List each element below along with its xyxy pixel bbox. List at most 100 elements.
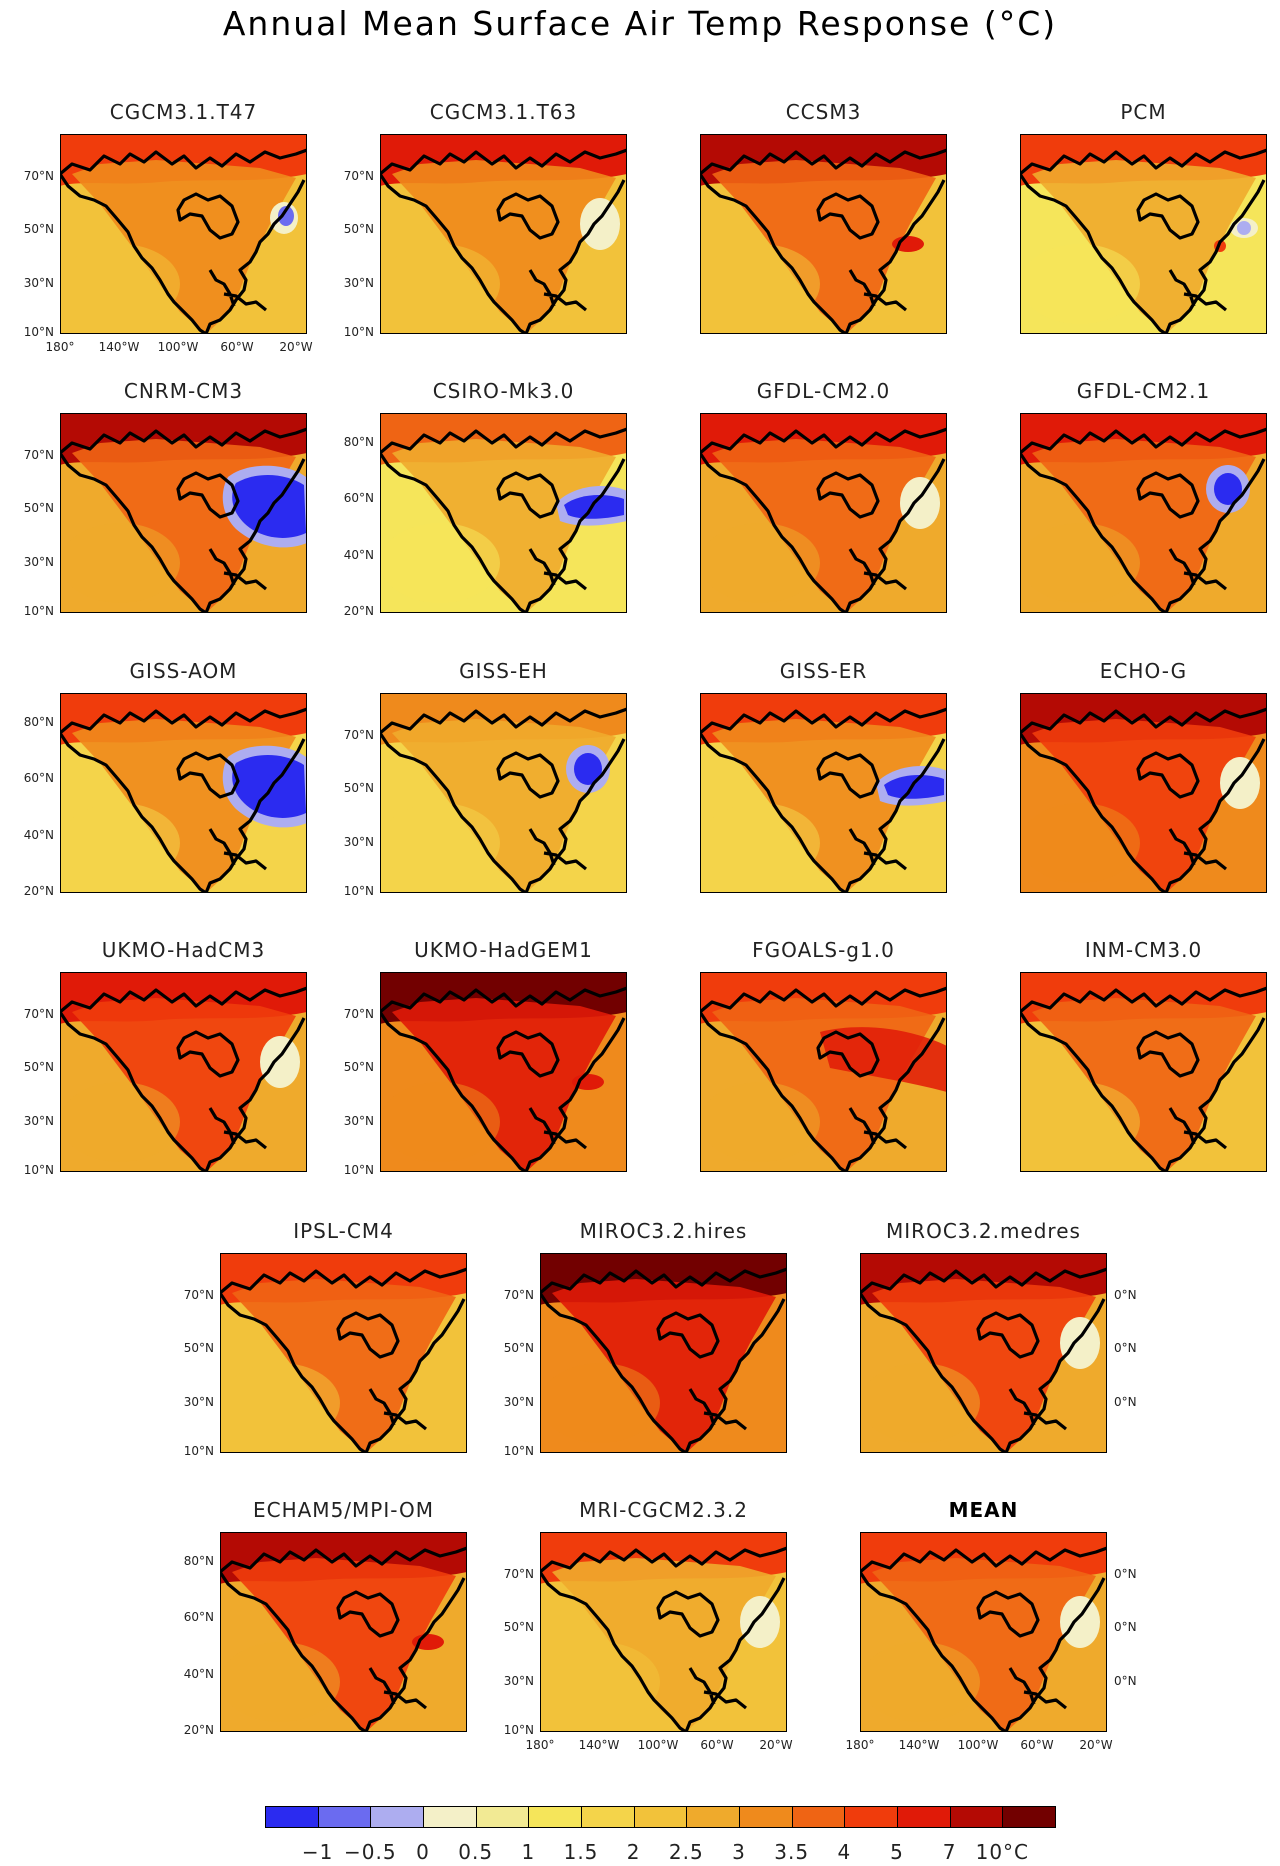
- latitude-label: 0°N: [1114, 1620, 1137, 1634]
- latitude-label: 30°N: [183, 1395, 214, 1409]
- longitude-label: 60°W: [220, 340, 254, 354]
- latitude-label: 30°N: [23, 276, 54, 290]
- colorbar-label: 2.5: [668, 1840, 704, 1864]
- panel-title: GISS-EH: [459, 659, 548, 683]
- latitude-label: 50°N: [23, 1060, 54, 1074]
- latitude-label: 30°N: [343, 835, 374, 849]
- panel-title: CCSM3: [785, 100, 862, 124]
- colorbar: [265, 1806, 1056, 1828]
- latitude-label: 10°N: [23, 604, 54, 618]
- colorbar-swatch: [370, 1806, 424, 1828]
- temperature-map: [700, 972, 947, 1172]
- longitude-label: 140°W: [578, 1738, 620, 1752]
- latitude-label: 60°N: [23, 771, 54, 785]
- panel-title: CGCM3.1.T47: [109, 100, 258, 124]
- panel-title: GISS-ER: [779, 659, 868, 683]
- latitude-label: 70°N: [503, 1567, 534, 1581]
- temperature-map: [60, 972, 307, 1172]
- latitude-label: 50°N: [503, 1341, 534, 1355]
- latitude-label: 50°N: [23, 222, 54, 236]
- colorbar-swatch: [791, 1806, 846, 1828]
- colorbar-label: 1.5: [563, 1840, 599, 1864]
- latitude-label: 60°N: [183, 1610, 214, 1624]
- longitude-label: 100°W: [637, 1738, 679, 1752]
- latitude-label: 20°N: [23, 884, 54, 898]
- latitude-label: 70°N: [23, 169, 54, 183]
- longitude-label: 100°W: [957, 1738, 999, 1752]
- latitude-label: 30°N: [503, 1674, 534, 1688]
- latitude-label: 60°N: [343, 491, 374, 505]
- temperature-map: [540, 1253, 787, 1453]
- colorbar-label: 3: [732, 1840, 746, 1864]
- colorbar-label: −1: [301, 1840, 334, 1864]
- panel-title: FGOALS-g1.0: [752, 938, 895, 962]
- panel-title: MIROC3.2.medres: [886, 1219, 1081, 1243]
- temperature-map: [700, 134, 947, 334]
- panel-title: CGCM3.1.T63: [429, 100, 578, 124]
- longitude-label: 100°W: [157, 340, 199, 354]
- panel-title: MIROC3.2.hires: [579, 1219, 748, 1243]
- temperature-map: [860, 1253, 1107, 1453]
- panel-title: UKMO-HadGEM1: [414, 938, 593, 962]
- colorbar-swatch: [528, 1806, 582, 1828]
- latitude-label: 0°N: [1114, 1567, 1137, 1581]
- panel-title: ECHAM5/MPI-OM: [252, 1498, 435, 1522]
- temperature-map: [60, 134, 307, 334]
- latitude-label: 70°N: [343, 169, 374, 183]
- latitude-label: 0°N: [1114, 1341, 1137, 1355]
- latitude-label: 10°N: [503, 1444, 534, 1458]
- longitude-label: 60°W: [1020, 1738, 1054, 1752]
- colorbar-label: 3.5: [774, 1840, 810, 1864]
- longitude-label: 60°W: [700, 1738, 734, 1752]
- latitude-label: 0°N: [1114, 1674, 1137, 1688]
- longitude-label: 20°W: [279, 340, 313, 354]
- colorbar-swatch: [475, 1806, 530, 1828]
- latitude-label: 10°N: [503, 1723, 534, 1737]
- panel-title: UKMO-HadCM3: [101, 938, 266, 962]
- colorbar-swatch: [844, 1806, 898, 1828]
- longitude-label: 140°W: [98, 340, 140, 354]
- colorbar-swatch: [739, 1806, 793, 1828]
- colorbar-swatch: [633, 1806, 688, 1828]
- latitude-label: 70°N: [183, 1288, 214, 1302]
- colorbar-label: 10°C: [975, 1840, 1030, 1864]
- temperature-map: [220, 1532, 467, 1732]
- colorbar-swatch: [317, 1806, 372, 1828]
- temperature-map: [1020, 972, 1267, 1172]
- panel-title: MRI-CGCM2.3.2: [579, 1498, 748, 1522]
- latitude-label: 70°N: [343, 728, 374, 742]
- longitude-label: 140°W: [898, 1738, 940, 1752]
- colorbar-swatch: [1002, 1806, 1056, 1828]
- latitude-label: 30°N: [23, 555, 54, 569]
- panel-title: PCM: [1120, 100, 1167, 124]
- latitude-label: 80°N: [23, 715, 54, 729]
- temperature-map: [380, 134, 627, 334]
- temperature-map: [380, 972, 627, 1172]
- latitude-label: 10°N: [183, 1444, 214, 1458]
- latitude-label: 20°N: [343, 604, 374, 618]
- colorbar-label: 5: [890, 1840, 904, 1864]
- latitude-label: 50°N: [503, 1620, 534, 1634]
- latitude-label: 80°N: [343, 435, 374, 449]
- panel-title: IPSL-CM4: [293, 1219, 394, 1243]
- temperature-map: [220, 1253, 467, 1453]
- colorbar-label: 4: [837, 1840, 852, 1864]
- panel-title: GFDL-CM2.1: [1076, 379, 1211, 403]
- temperature-map: [380, 693, 627, 893]
- temperature-map: [1020, 134, 1267, 334]
- latitude-label: 30°N: [343, 276, 374, 290]
- panel-title: CSIRO-Mk3.0: [432, 379, 575, 403]
- longitude-label: 180°: [525, 1738, 555, 1752]
- panel-title: GISS-AOM: [129, 659, 238, 683]
- latitude-label: 10°N: [343, 1163, 374, 1177]
- panel-title: CNRM-CM3: [123, 379, 244, 403]
- latitude-label: 10°N: [23, 325, 54, 339]
- panel-title: GFDL-CM2.0: [756, 379, 891, 403]
- colorbar-swatch: [949, 1806, 1004, 1828]
- temperature-map: [1020, 413, 1267, 613]
- latitude-label: 10°N: [343, 325, 374, 339]
- latitude-label: 70°N: [343, 1007, 374, 1021]
- latitude-label: 0°N: [1114, 1395, 1137, 1409]
- colorbar-swatch: [423, 1806, 477, 1828]
- latitude-label: 70°N: [503, 1288, 534, 1302]
